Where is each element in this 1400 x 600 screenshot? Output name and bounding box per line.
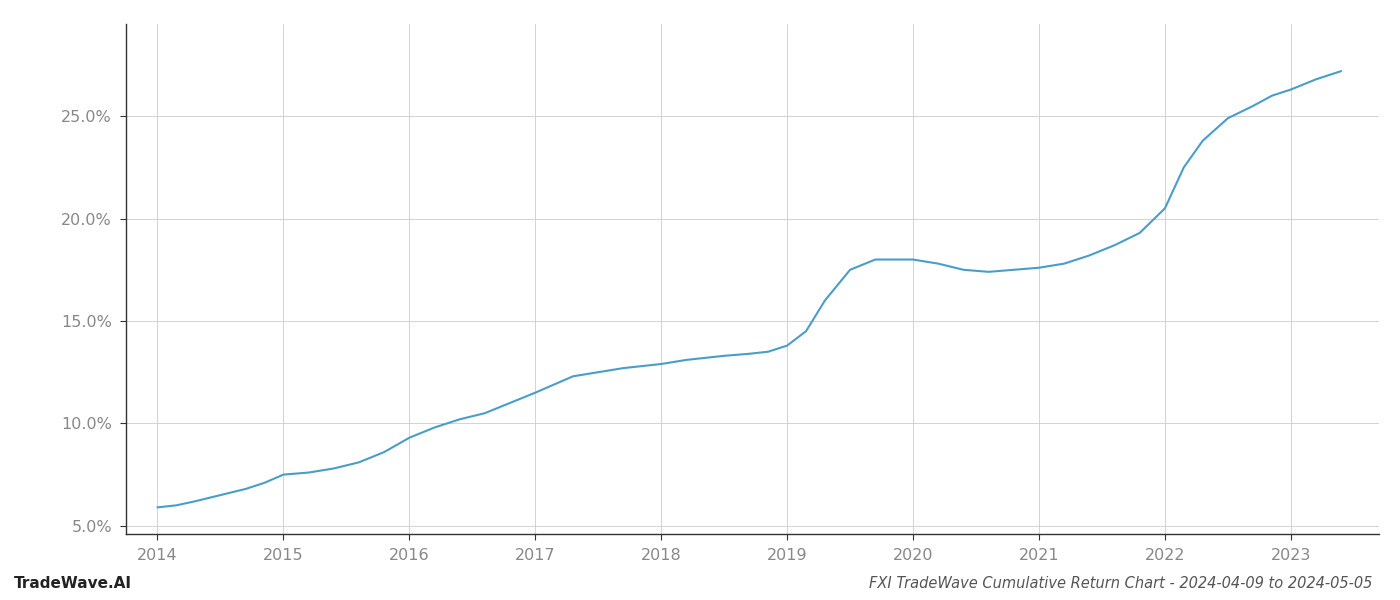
Text: TradeWave.AI: TradeWave.AI	[14, 576, 132, 591]
Text: FXI TradeWave Cumulative Return Chart - 2024-04-09 to 2024-05-05: FXI TradeWave Cumulative Return Chart - …	[868, 576, 1372, 591]
